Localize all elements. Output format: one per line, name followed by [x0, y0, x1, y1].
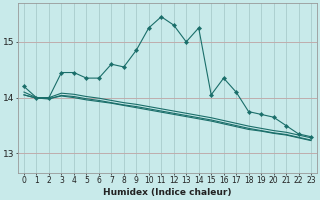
X-axis label: Humidex (Indice chaleur): Humidex (Indice chaleur)	[103, 188, 232, 197]
